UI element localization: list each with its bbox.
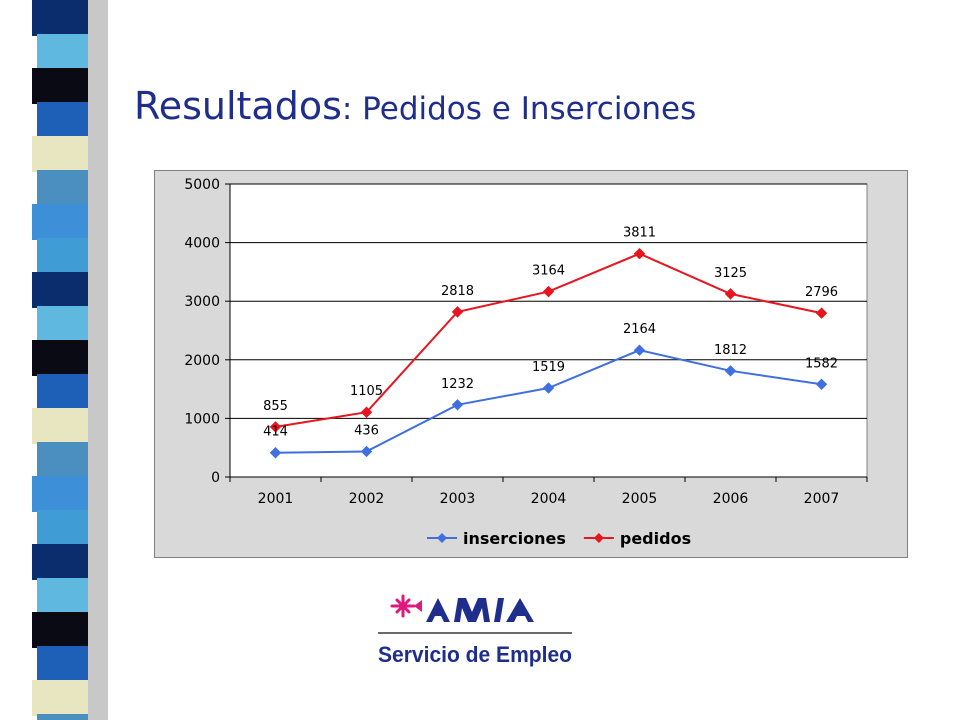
data-label-pedidos: 855 [263, 399, 288, 414]
data-label-pedidos: 3125 [714, 266, 747, 281]
strip-block [37, 374, 93, 410]
x-tick-label: 2003 [440, 491, 476, 507]
data-point-pedidos [724, 288, 737, 300]
data-label-inserciones: 436 [354, 423, 379, 438]
strip-block [37, 646, 93, 682]
strip-block [37, 442, 93, 478]
data-point-pedidos [269, 421, 282, 433]
legend-label-inserciones: inserciones [463, 529, 566, 548]
y-tick-label: 2000 [184, 353, 220, 369]
data-label-pedidos: 3811 [623, 226, 656, 241]
data-point-inserciones [724, 365, 737, 377]
series-lines [269, 247, 828, 459]
data-point-inserciones [451, 399, 464, 411]
data-label-pedidos: 2818 [441, 284, 474, 299]
data-point-pedidos [542, 285, 555, 298]
plot-area [229, 183, 868, 478]
legend: inserciones pedidos [427, 529, 691, 548]
logo-caption: Servicio de Empleo [378, 642, 572, 667]
strip-block [32, 680, 88, 716]
data-label-pedidos: 3164 [532, 264, 565, 279]
data-point-inserciones [542, 382, 555, 394]
data-label-inserciones: 1232 [441, 377, 474, 392]
strip-block [32, 612, 88, 648]
x-tick-label: 2001 [258, 491, 294, 507]
strip-shadow [88, 0, 108, 720]
data-label-pedidos: 1105 [350, 384, 383, 399]
x-tick-label: 2007 [804, 491, 840, 507]
chart-svg: 0 1000 2000 3000 4000 5000 2001 2002 2003 2004 200… [154, 170, 908, 558]
data-label-inserciones: 414 [263, 425, 288, 440]
strip-block [37, 306, 93, 342]
line-chart: 0 1000 2000 3000 4000 5000 2001 2002 2003 2004 200… [154, 170, 908, 558]
y-tick-label: 1000 [184, 411, 220, 427]
amia-logo-wordmark [426, 598, 534, 622]
data-point-pedidos [360, 406, 373, 418]
y-tick-label: 0 [211, 470, 220, 486]
slide-title-sub: : Pedidos e Inserciones [341, 91, 697, 127]
x-tick-label: 2006 [713, 491, 749, 507]
y-tick-label: 5000 [184, 177, 220, 193]
legend-label-pedidos: pedidos [620, 529, 691, 548]
data-point-pedidos [451, 306, 464, 318]
logo-divider [378, 632, 572, 634]
gridlines [230, 183, 867, 419]
x-tick-label: 2002 [349, 491, 385, 507]
strip-block [37, 102, 93, 138]
data-point-pedidos [633, 247, 646, 260]
strip-block [37, 170, 93, 206]
strip-block [32, 340, 88, 376]
data-labels: 414 436 1232 1519 2164 1812 1582 855 1105 2818 316… [263, 226, 838, 440]
strip-block [32, 68, 88, 104]
amia-logo-mark-icon [390, 594, 422, 618]
slide-title-main: Resultados [134, 84, 342, 128]
legend-marker-inserciones [437, 533, 447, 543]
x-tick-label: 2004 [531, 491, 567, 507]
strip-block [37, 34, 93, 70]
axes: 0 1000 2000 3000 4000 5000 2001 2002 2003 2004 200… [184, 177, 868, 507]
data-label-inserciones: 2164 [623, 322, 656, 337]
decorative-left-strip [32, 0, 108, 720]
data-point-inserciones [360, 445, 373, 458]
strip-block [37, 714, 93, 720]
y-tick-label: 4000 [184, 236, 220, 252]
slide-title: Resultados: Pedidos e Inserciones [134, 84, 696, 128]
data-label-inserciones: 1519 [532, 360, 565, 375]
strip-block [32, 272, 88, 308]
x-tick-label: 2005 [622, 491, 658, 507]
data-label-inserciones: 1582 [805, 356, 838, 371]
legend-marker-pedidos [593, 533, 604, 543]
data-label-pedidos: 2796 [805, 285, 838, 300]
data-point-inserciones [633, 344, 646, 356]
strip-block [32, 0, 88, 36]
strip-block [37, 510, 93, 546]
data-point-pedidos [815, 307, 828, 319]
amia-logo-graphic: Servicio de Empleo [378, 594, 572, 667]
amia-logo: Servicio de Empleo [370, 590, 590, 670]
strip-block [32, 544, 88, 580]
y-tick-label: 3000 [184, 294, 220, 310]
strip-block [32, 136, 88, 172]
data-point-inserciones [269, 447, 282, 459]
strip-block [37, 238, 93, 274]
strip-block [37, 578, 93, 614]
data-label-inserciones: 1812 [714, 343, 747, 358]
strip-block [32, 204, 88, 240]
strip-block [32, 476, 88, 512]
strip-block [32, 408, 88, 444]
data-point-inserciones [815, 378, 828, 391]
